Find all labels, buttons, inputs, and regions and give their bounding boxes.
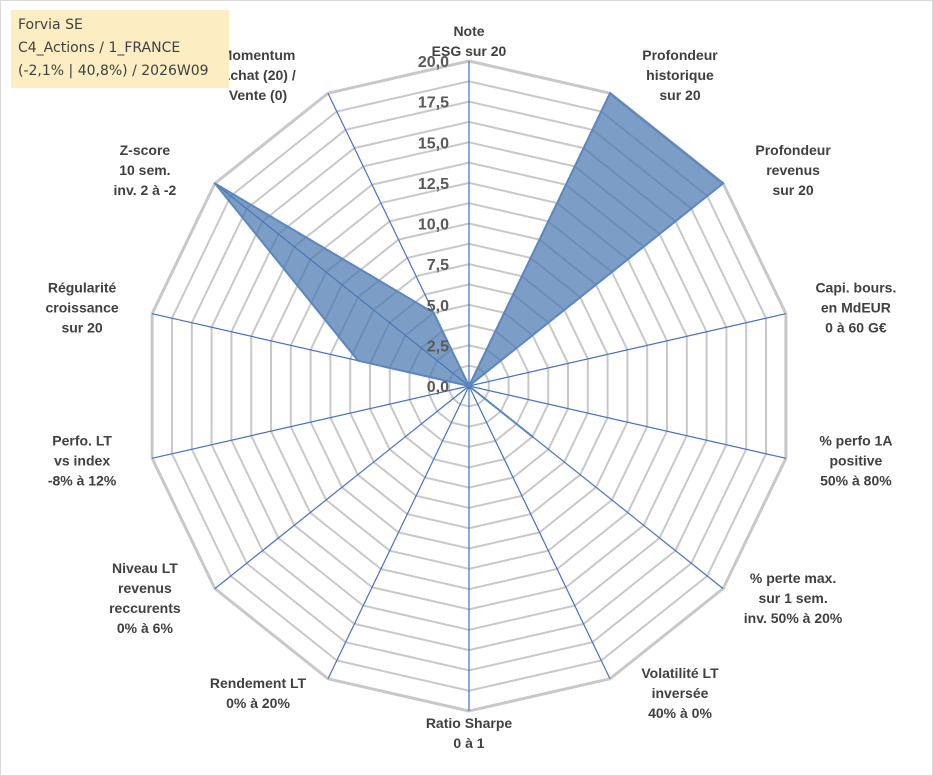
axis-label-line: 0 à 1 [453, 735, 484, 751]
axis-label-line: inv. 2 à -2 [114, 182, 177, 198]
axis-label-line: Z-score [120, 142, 171, 158]
axis-label-line: revenus [766, 162, 820, 178]
tick-label: 10,0 [418, 217, 449, 234]
performance-stats: (-2,1% | 40,8%) / 2026W09 [18, 63, 209, 79]
data-point [469, 386, 470, 387]
tick-label: 15,0 [418, 135, 449, 152]
axis-label-line: Rendement LT [210, 675, 307, 691]
axis-label-line: Profondeur [755, 142, 831, 158]
axis-label-line: 40% à 0% [648, 705, 712, 721]
axis-label-line: inv. 50% à 20% [744, 610, 843, 626]
axis-label: Z-score 10 sem. inv. 2 à -2 [114, 142, 177, 198]
axis-label-line: Ratio Sharpe [426, 715, 513, 731]
axis-label: Note ESG sur 20 [432, 23, 507, 59]
axis-label-line: Régularité [48, 280, 117, 296]
axis-label-line: Note [453, 23, 484, 39]
axis-labels: Note ESG sur 20 Profondeur historique sur 20… [46, 23, 897, 751]
axis-label: Régularité croissance sur 20 [46, 280, 119, 336]
axis-label-line: Achat (20) / [220, 67, 296, 83]
axis-label-line: % perte max. [750, 570, 836, 586]
tick-label: 17,5 [418, 95, 449, 112]
axis-label: Rendement LT 0% à 20% [210, 675, 307, 711]
axis-label-line: Volatilité LT [641, 665, 719, 681]
axis-label-line: sur 20 [61, 320, 102, 336]
axis-spoke [151, 385, 470, 459]
tick-label: 5,0 [427, 298, 449, 315]
axis-label-line: 0 à 60 G€ [825, 320, 887, 336]
axis-label: Profondeur revenus sur 20 [755, 142, 831, 198]
axis-label: Capi. bours. en MdEUR 0 à 60 G€ [815, 280, 896, 336]
axis-label-line: en MdEUR [821, 300, 891, 316]
axis-label-line: historique [646, 67, 714, 83]
axis-label: Volatilité LT inversée 40% à 0% [641, 665, 719, 721]
axis-label-line: Niveau LT [112, 560, 178, 576]
axis-spoke [214, 385, 470, 590]
tick-label: 20,0 [418, 54, 449, 71]
axis-spoke [468, 385, 611, 680]
axis-label: Niveau LT revenus reccurents 0% à 6% [109, 560, 181, 636]
axis-spoke [468, 313, 787, 387]
axis-label: % perte max. sur 1 sem. inv. 50% à 20% [744, 570, 843, 626]
axis-label-line: vs index [54, 452, 110, 468]
axis-label-line: sur 20 [659, 87, 700, 103]
axis-label-line: -8% à 12% [48, 472, 117, 488]
data-point [610, 93, 611, 94]
tick-label: 7,5 [427, 257, 449, 274]
axis-label: Perfo. LT vs index -8% à 12% [48, 432, 117, 488]
data-point [214, 183, 215, 184]
axis-label-line: Momentum [221, 47, 296, 63]
data-point [358, 360, 359, 361]
axis-label-line: Perfo. LT [52, 432, 112, 448]
series-area [213, 92, 725, 438]
axis-label-line: 10 sem. [119, 162, 170, 178]
axis-label-line: 50% à 80% [820, 472, 892, 488]
tick-label: 12,5 [418, 176, 449, 193]
axis-label-line: 0% à 6% [117, 620, 174, 636]
axis-label-line: sur 1 sem. [758, 590, 827, 606]
axis-spoke [327, 385, 470, 680]
axis-label: Momentum Achat (20) / Vente (0) [220, 47, 296, 103]
axis-label-line: revenus [118, 580, 172, 596]
axis-spoke [468, 385, 787, 459]
axis-label-line: % perfo 1A [819, 432, 892, 448]
info-box: Forvia SE C4_Actions / 1_FRANCE (-2,1% |… [11, 10, 229, 88]
axis-label: Profondeur historique sur 20 [642, 47, 718, 103]
axis-label-line: sur 20 [772, 182, 813, 198]
axis-label: % perfo 1A positive 50% à 80% [819, 432, 892, 488]
axis-label-line: ESG sur 20 [432, 43, 507, 59]
axis-label-line: positive [829, 452, 882, 468]
axis-label-line: croissance [46, 300, 119, 316]
radial-tick-labels: 0,0 2,5 5,0 7,5 10,0 12,5 15,0 17,5 20,0 [418, 54, 449, 396]
radar-series [213, 92, 725, 438]
axis-label-line: inversée [652, 685, 709, 701]
company-name: Forvia SE [18, 17, 83, 33]
axis-label: Ratio Sharpe 0 à 1 [426, 715, 513, 751]
axis-label-line: Profondeur [642, 47, 718, 63]
axis-label-line: Vente (0) [229, 87, 287, 103]
portfolio-name: C4_Actions / 1_FRANCE [18, 40, 181, 56]
axis-label-line: Capi. bours. [815, 280, 896, 296]
tick-label: 2,5 [427, 338, 449, 355]
data-point [532, 436, 533, 437]
tick-label: 0,0 [427, 379, 449, 396]
data-point [723, 183, 724, 184]
axis-label-line: reccurents [109, 600, 181, 616]
axis-label-line: 0% à 20% [226, 695, 290, 711]
